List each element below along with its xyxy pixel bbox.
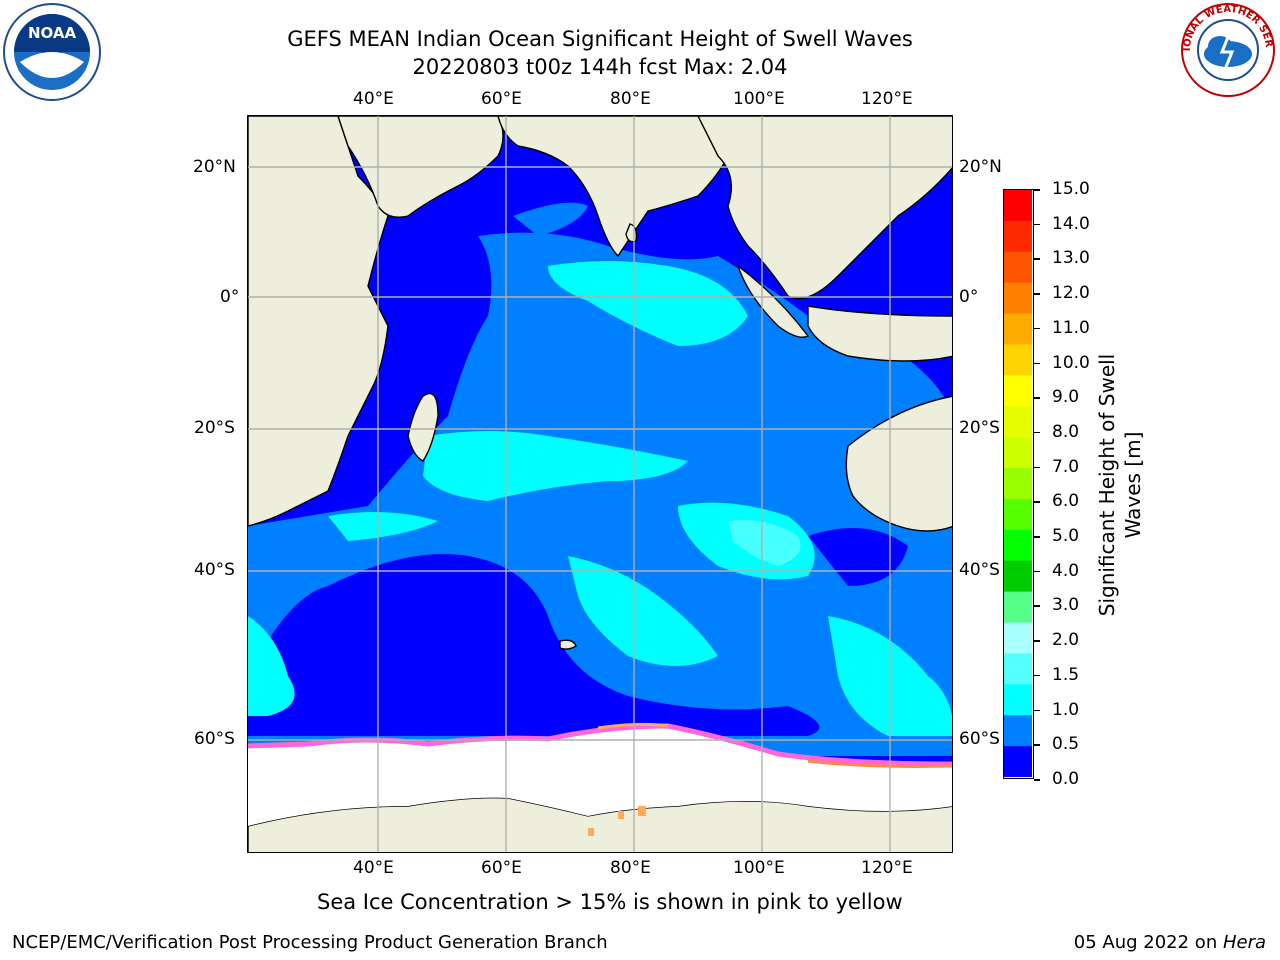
colorbar-swatch [1004, 468, 1032, 500]
colorbar-swatch [1004, 684, 1032, 716]
lon-label-top-60e: 60°E [481, 89, 522, 109]
colorbar-tick-mark [1034, 189, 1040, 191]
colorbar-swatch [1004, 437, 1032, 469]
kerguelen-island [559, 639, 577, 650]
colorbar-swatch [1004, 746, 1032, 778]
colorbar-tick-label: 3.0 [1052, 595, 1080, 616]
colorbar-swatch [1004, 251, 1032, 284]
lat-label-right-20s: 20°S [959, 418, 1000, 438]
colorbar-tick-label: 2.0 [1052, 630, 1080, 651]
chart-title-line2: 20220803 t00z 144h fcst Max: 2.04 [412, 55, 788, 79]
colorbar-swatch [1004, 190, 1032, 222]
colorbar-swatch [1004, 529, 1032, 562]
colorbar-tick-label: 6.0 [1052, 491, 1080, 512]
colorbar-title-line2: Waves [m] [1121, 431, 1145, 539]
colorbar-tick-mark [1034, 397, 1040, 399]
noaa-logo: NOAA [2, 2, 102, 102]
colorbar-tick-mark [1034, 744, 1040, 746]
colorbar-tick-label: 1.0 [1052, 699, 1080, 720]
lat-label-right-20n: 20°N [959, 157, 1002, 177]
lat-label-left-40s: 40°S [194, 560, 235, 580]
colorbar-tick-label: 10.0 [1052, 352, 1090, 373]
colorbar-tick-label: 7.0 [1052, 456, 1080, 477]
lat-label-left-0: 0° [220, 287, 240, 307]
footer-date: 05 Aug 2022 on [1073, 932, 1223, 953]
colorbar-tick-label: 0.0 [1052, 769, 1080, 789]
lon-label-top-80e: 80°E [610, 89, 651, 109]
colorbar-swatches [1004, 190, 1032, 778]
lon-label-bottom-60e: 60°E [481, 858, 522, 878]
colorbar-tick-label: 9.0 [1052, 387, 1080, 408]
colorbar-swatch [1004, 498, 1032, 531]
colorbar-swatch [1004, 375, 1032, 407]
sea-ice-zone [248, 728, 952, 826]
australia-land [845, 395, 952, 532]
colorbar-tick-mark [1034, 327, 1040, 330]
colorbar-tick-mark [1034, 466, 1040, 469]
lat-label-left-20n: 20°N [193, 157, 236, 177]
colorbar-title: Significant Height of Swell Waves [m] [1094, 354, 1146, 616]
colorbar-tick-mark [1034, 605, 1040, 607]
lat-label-left-20s: 20°S [194, 418, 235, 438]
colorbar-tick-label: 14.0 [1052, 213, 1090, 234]
lon-label-top-40e: 40°E [353, 89, 394, 109]
colorbar-tick-mark [1034, 293, 1040, 295]
colorbar-tick-label: 13.0 [1052, 248, 1090, 269]
swell-band-1.5-2.0 [728, 520, 801, 566]
colorbar-swatch [1004, 406, 1032, 438]
colorbar-tick-mark [1034, 536, 1040, 538]
svg-text:NOAA: NOAA [28, 24, 77, 42]
lon-label-bottom-120e: 120°E [861, 858, 913, 878]
lon-label-top-120e: 120°E [861, 89, 913, 109]
colorbar-tick-mark [1034, 779, 1040, 781]
lat-label-right-0: 0° [959, 287, 979, 307]
lon-label-bottom-80e: 80°E [610, 858, 651, 878]
colorbar-swatch [1004, 220, 1032, 253]
footer-left-credit: NCEP/EMC/Verification Post Processing Pr… [12, 932, 608, 953]
colorbar-tick-mark [1034, 501, 1040, 503]
chart-title-line1: GEFS MEAN Indian Ocean Significant Heigh… [287, 27, 913, 51]
lat-label-left-60s: 60°S [194, 729, 235, 749]
lon-label-bottom-100e: 100°E [733, 858, 785, 878]
madagascar-land [407, 392, 439, 462]
colorbar-swatch [1004, 344, 1032, 376]
colorbar-tick-mark [1034, 674, 1040, 677]
lon-label-top-100e: 100°E [733, 89, 785, 109]
colorbar-tick-mark [1034, 258, 1040, 260]
colorbar-title-line1: Significant Height of Swell [1095, 353, 1119, 617]
lon-label-bottom-40e: 40°E [353, 858, 394, 878]
colorbar [1003, 189, 1034, 779]
footer-right-date: 05 Aug 2022 on Hera [1074, 932, 1266, 953]
colorbar-swatch [1004, 560, 1032, 593]
colorbar-tick-mark [1034, 640, 1040, 642]
colorbar-swatch [1004, 591, 1032, 624]
colorbar-tick-mark [1034, 223, 1040, 226]
sumatra-land [736, 264, 810, 338]
colorbar-tick-mark [1034, 709, 1040, 712]
footer-host: Hera [1222, 932, 1266, 953]
colorbar-tick-label: 0.5 [1052, 734, 1080, 755]
swell-height-map [247, 115, 953, 853]
colorbar-tick-label: 5.0 [1052, 526, 1080, 547]
colorbar-tick-mark [1034, 431, 1040, 434]
colorbar-tick-label: 11.0 [1052, 317, 1090, 338]
colorbar-swatch [1004, 282, 1032, 315]
colorbar-swatch [1004, 313, 1032, 345]
colorbar-tick-mark [1034, 570, 1040, 573]
swell-band-1.0-1.5 [548, 261, 748, 346]
colorbar-swatch [1004, 653, 1032, 685]
colorbar-tick-mark [1034, 362, 1040, 365]
colorbar-swatch [1004, 622, 1032, 654]
colorbar-swatch [1004, 715, 1032, 747]
borneo-java-land [807, 305, 952, 362]
colorbar-tick-label: 8.0 [1052, 421, 1080, 442]
colorbar-tick-label: 15.0 [1052, 179, 1090, 199]
colorbar-tick-label: 4.0 [1052, 560, 1080, 581]
lat-label-right-40s: 40°S [959, 560, 1000, 580]
colorbar-tick-label: 12.0 [1052, 283, 1090, 304]
lat-label-right-60s: 60°S [959, 729, 1000, 749]
nws-logo: NATIONAL WEATHER SERVICE [1176, 0, 1276, 98]
colorbar-tick-label: 1.5 [1052, 664, 1080, 685]
sea-ice-note: Sea Ice Concentration > 15% is shown in … [317, 890, 903, 914]
